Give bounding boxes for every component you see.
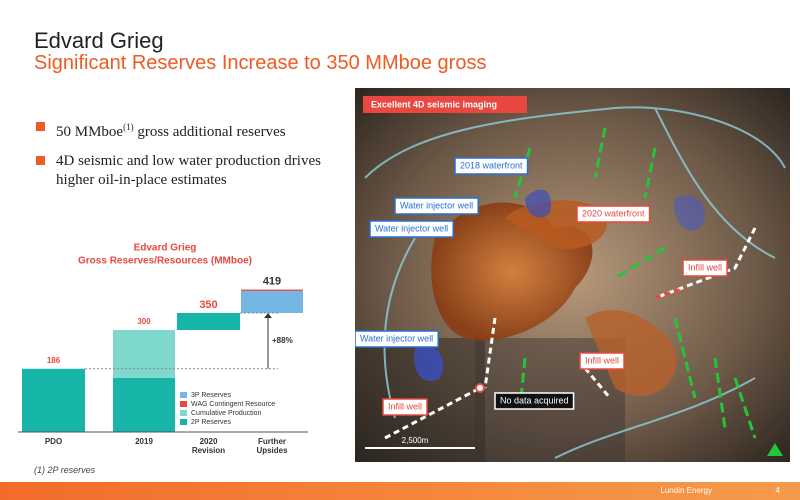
fault-line xyxy=(364,106,786,459)
footer-brand: Lundin Energy xyxy=(660,486,712,495)
map-label: Water injector well xyxy=(400,200,473,210)
annotation: +88% xyxy=(272,336,293,345)
x-tick-label: 2020 Revision xyxy=(192,437,225,455)
chart-subtitle: Gross Reserves/Resources (MMboe) xyxy=(78,256,252,267)
total-label: 419 xyxy=(263,275,281,287)
bullet-text: 4D seismic and low water production driv… xyxy=(56,153,321,188)
fault-marker xyxy=(513,127,757,439)
bar-segment xyxy=(241,289,303,291)
bar-segment xyxy=(177,313,240,330)
bullet: 50 MMboe(1) gross additional reserves xyxy=(36,118,336,142)
legend-label: 3P Reserves xyxy=(191,392,231,399)
banner: Excellent 4D seismic imaging xyxy=(371,99,497,109)
oil-zone xyxy=(585,309,677,396)
bullet: 4D seismic and low water production driv… xyxy=(36,152,326,190)
bar-segment xyxy=(22,368,85,432)
map-label-box xyxy=(494,392,575,410)
map-label-box xyxy=(454,157,529,175)
bar-segment xyxy=(241,290,303,313)
x-tick-label: PDO xyxy=(45,437,62,446)
bullet-text: 50 MMboe xyxy=(56,124,124,140)
footnote: (1) 2P reserves xyxy=(34,465,96,475)
map-label-box xyxy=(369,220,454,238)
growth-arrowhead xyxy=(264,313,272,318)
map-label-box xyxy=(579,352,625,370)
banner-box xyxy=(363,96,527,113)
bullet-sup: (1) xyxy=(123,122,134,132)
total-label: 350 xyxy=(199,299,217,311)
total-label: 186 xyxy=(47,356,61,365)
map-label-box xyxy=(394,197,479,215)
subtitle: Significant Reserves Increase to 350 MMb… xyxy=(34,52,487,74)
map-label: No data acquired xyxy=(500,395,569,405)
map-label: 2018 waterfront xyxy=(460,160,523,170)
map-label: 2020 waterfront xyxy=(582,208,645,218)
total-label: 300 xyxy=(137,317,151,326)
x-tick-label: Further Upsides xyxy=(256,437,288,455)
water-zone xyxy=(414,345,444,382)
map-label-box xyxy=(682,259,728,277)
legend-swatch xyxy=(180,401,187,407)
scale-label: 2,500m xyxy=(402,436,429,445)
bar-segment xyxy=(113,377,175,432)
footer-bar xyxy=(0,482,800,500)
bullet-text: gross additional reserves xyxy=(133,124,286,140)
map-label: Water injector well xyxy=(375,223,448,233)
bar-segment xyxy=(113,330,175,378)
seismic-map: Excellent 4D seismic imaging 2,500m 2018… xyxy=(355,88,790,462)
map-label-box xyxy=(382,398,428,416)
legend-label: WAG Contingent Resource xyxy=(191,401,275,408)
water-zone xyxy=(525,189,551,218)
water-zone xyxy=(674,195,706,231)
well-path xyxy=(654,286,686,300)
legend-label: Cumulative Production xyxy=(191,410,262,417)
map-label: Infill well xyxy=(388,401,422,411)
map-label: Infill well xyxy=(688,262,722,272)
chart-title: Edvard Grieg xyxy=(134,243,197,254)
legend-swatch xyxy=(180,419,187,425)
north-arrow xyxy=(767,443,783,456)
legend-swatch xyxy=(180,410,187,416)
legend-label: 2P Reserves xyxy=(191,419,231,426)
chart: Edvard Grieg Gross Reserves/Resources (M… xyxy=(18,243,308,455)
x-tick-label: 2019 xyxy=(135,437,153,446)
map-label-box xyxy=(355,330,439,348)
map-label: Water injector well xyxy=(360,333,433,343)
well-path xyxy=(384,227,757,440)
map-label-box xyxy=(576,205,651,223)
well-point xyxy=(475,383,485,393)
title: Edvard Grieg xyxy=(34,28,164,53)
page-number: 4 xyxy=(775,486,780,495)
legend-swatch xyxy=(180,392,187,398)
map-label: Infill well xyxy=(585,355,619,365)
